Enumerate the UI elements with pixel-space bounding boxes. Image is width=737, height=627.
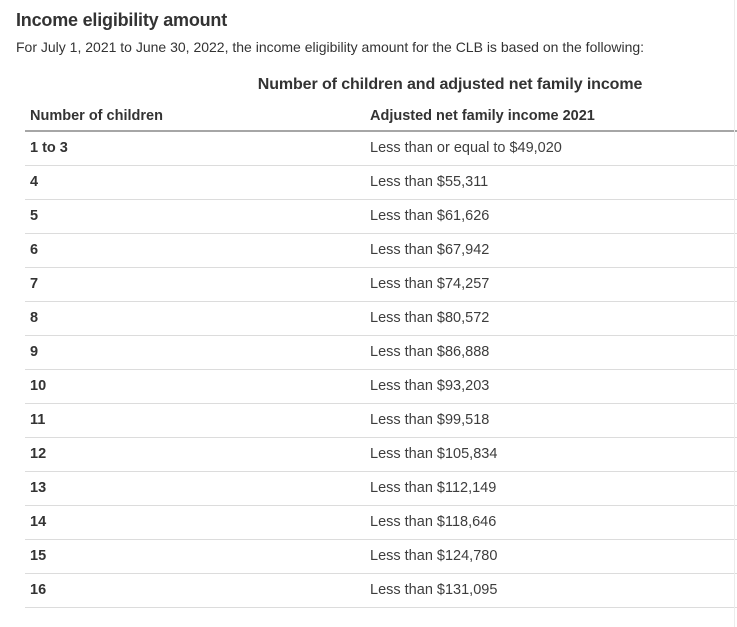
cell-number-of-children: 6 (25, 233, 365, 269)
cell-income-threshold: Less than $93,203 (365, 369, 737, 405)
table-row: 11 Less than $99,518 (25, 403, 737, 439)
cell-income-threshold: Less than $74,257 (365, 267, 737, 303)
table-row: 16 Less than $131,095 (25, 573, 737, 609)
cell-income-threshold: Less than $61,626 (365, 199, 737, 235)
cell-number-of-children: 11 (25, 403, 365, 439)
cell-income-threshold: Less than $99,518 (365, 403, 737, 439)
table-row: 4 Less than $55,311 (25, 165, 737, 201)
column-header-number-of-children: Number of children (25, 103, 365, 133)
cell-income-threshold: Less than $105,834 (365, 437, 737, 473)
table-row: 14 Less than $118,646 (25, 505, 737, 541)
table-row: 1 to 3 Less than or equal to $49,020 (25, 131, 737, 167)
cell-number-of-children: 14 (25, 505, 365, 541)
cell-income-threshold: Less than $131,095 (365, 573, 737, 609)
table-row: 6 Less than $67,942 (25, 233, 737, 269)
cell-income-threshold: Less than $112,149 (365, 471, 737, 507)
table-row: 5 Less than $61,626 (25, 199, 737, 235)
page-title: Income eligibility amount (16, 10, 228, 30)
table-header-row: Number of children Adjusted net family i… (25, 103, 737, 133)
page-edge-line (734, 0, 735, 627)
table-row: 15 Less than $124,780 (25, 539, 737, 575)
cell-number-of-children: 8 (25, 301, 365, 337)
cell-number-of-children: 16 (25, 573, 365, 609)
intro-text: For July 1, 2021 to June 30, 2022, the i… (16, 38, 645, 55)
table-row: 8 Less than $80,572 (25, 301, 737, 337)
table-row: 7 Less than $74,257 (25, 267, 737, 303)
table-caption: Number of children and adjusted net fami… (257, 76, 643, 94)
cell-income-threshold: Less than $55,311 (365, 165, 737, 201)
table-row: 10 Less than $93,203 (25, 369, 737, 405)
table-row: 12 Less than $105,834 (25, 437, 737, 473)
cell-number-of-children: 15 (25, 539, 365, 575)
cell-number-of-children: 1 to 3 (25, 131, 365, 167)
table-row: 13 Less than $112,149 (25, 471, 737, 507)
cell-number-of-children: 13 (25, 471, 365, 507)
cell-number-of-children: 12 (25, 437, 365, 473)
cell-number-of-children: 4 (25, 165, 365, 201)
cell-number-of-children: 9 (25, 335, 365, 371)
cell-income-threshold: Less than or equal to $49,020 (365, 131, 737, 167)
cell-income-threshold: Less than $86,888 (365, 335, 737, 371)
cell-income-threshold: Less than $67,942 (365, 233, 737, 269)
content-area: Income eligibility amount For July 1, 20… (16, 10, 737, 609)
cell-income-threshold: Less than $80,572 (365, 301, 737, 337)
table-row: 9 Less than $86,888 (25, 335, 737, 371)
income-table-body: 1 to 3 Less than or equal to $49,020 4 Less… (25, 131, 737, 609)
cell-income-threshold: Less than $124,780 (365, 539, 737, 575)
income-eligibility-table: Number of children Adjusted net family i… (25, 103, 737, 609)
column-header-adjusted-income: Adjusted net family income 2021 (365, 103, 737, 133)
table-head: Number of children Adjusted net family i… (25, 103, 737, 133)
cell-income-threshold: Less than $118,646 (365, 505, 737, 541)
cell-number-of-children: 7 (25, 267, 365, 303)
cell-number-of-children: 10 (25, 369, 365, 405)
cell-number-of-children: 5 (25, 199, 365, 235)
